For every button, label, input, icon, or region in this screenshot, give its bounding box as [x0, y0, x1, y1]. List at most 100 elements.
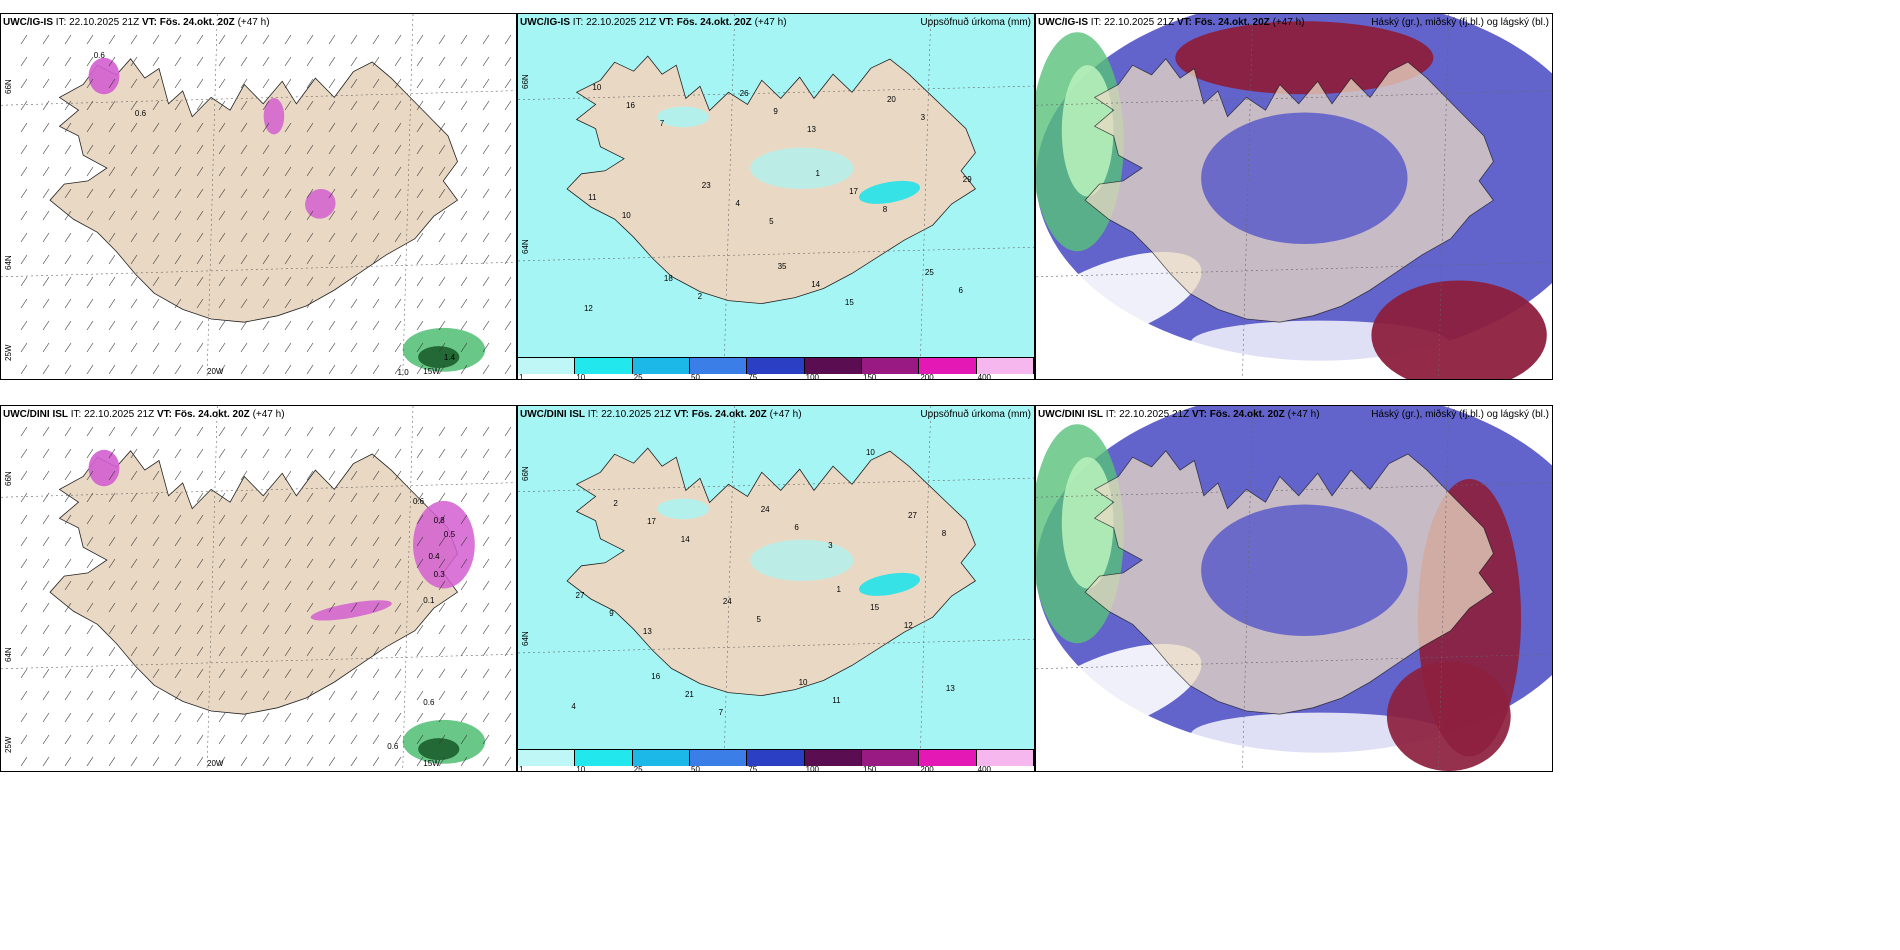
colorbar-tick: 1 [519, 373, 524, 380]
field-title: Uppsöfnuð úrkoma (mm) [920, 409, 1031, 420]
colorbar-tick: 10 [576, 765, 586, 772]
vt-label: VT: [658, 17, 674, 28]
value-label: 10 [621, 211, 631, 221]
value-label: 4 [735, 199, 740, 209]
colorbar-tick: 50 [691, 765, 700, 772]
value-label: 6 [794, 522, 799, 532]
lead-time: (+47 h) [237, 17, 270, 28]
value-label: 5 [756, 615, 761, 625]
colorbar: 1 10 25 50 75 100 150 200 400 [518, 357, 1034, 379]
colorbar-segment [747, 358, 805, 374]
value-label: 1.4 [443, 353, 456, 363]
value-label: 1 [836, 585, 841, 595]
latitude-label: 66N [4, 79, 13, 95]
value-label: 26 [739, 88, 749, 98]
longitude-label: 15W [423, 367, 440, 376]
colorbar-tick: 400 [977, 373, 992, 380]
it-label: IT: [1090, 17, 1102, 28]
value-label: 17 [849, 187, 859, 197]
model-name: UWC/IG-IS [520, 17, 570, 28]
value-label: 0.8 [433, 515, 445, 525]
vt-label: VT: [141, 17, 157, 28]
value-label: 8 [941, 528, 947, 538]
value-label: 20 [886, 94, 896, 104]
latitude-label: 66N [521, 466, 530, 482]
map-canvas [518, 14, 1034, 357]
vt-label: VT: [673, 409, 689, 420]
colorbar-tick: 150 [863, 765, 877, 772]
field-title: Háský (gr.), miðský (fj.bl.) og lágský (… [1371, 17, 1549, 28]
latitude-label: 64N [4, 646, 13, 662]
map-canvas [1036, 406, 1552, 771]
value-label: 11 [588, 193, 597, 203]
valid-time: Fös. 24.okt. 20Z [691, 409, 767, 420]
it-label: IT: [572, 17, 584, 28]
value-label: 0.6 [423, 698, 435, 707]
colorbar-tick: 75 [748, 373, 758, 380]
latitude-label: 25W [4, 344, 13, 361]
value-label: 13 [945, 683, 955, 693]
latitude-label: 64N [521, 239, 530, 255]
colorbar-tick: 150 [863, 373, 877, 380]
value-label: 27 [908, 510, 917, 520]
value-label: 5 [769, 217, 774, 227]
value-label: 18 [663, 273, 673, 283]
map-canvas [1, 14, 516, 379]
map-canvas [1036, 14, 1552, 379]
value-label: 12 [903, 621, 913, 631]
value-label: 1.0 [397, 368, 409, 378]
map-canvas [518, 406, 1034, 749]
valid-time: Fös. 24.okt. 20Z [159, 17, 235, 28]
model-name: UWC/IG-IS [1038, 17, 1088, 28]
colorbar-segment [575, 750, 633, 766]
value-label: 0.3 [433, 570, 445, 580]
value-label: 15 [870, 603, 880, 613]
colorbar-tick: 400 [977, 765, 992, 772]
init-time: 22.10.2025 21Z [586, 17, 657, 28]
it-label: IT: [1105, 409, 1117, 420]
vt-label: VT: [156, 409, 172, 420]
value-label: 27 [575, 591, 585, 601]
colorbar-tick: 75 [748, 765, 758, 772]
colorbar-segment [690, 358, 748, 374]
colorbar-segment [976, 358, 1034, 374]
value-label: 17 [647, 516, 656, 526]
valid-time: Fös. 24.okt. 20Z [174, 409, 250, 420]
value-label: 24 [722, 597, 732, 607]
value-label: 35 [777, 262, 787, 272]
value-label: 3 [828, 540, 833, 550]
valid-time: Fös. 24.okt. 20Z [1194, 17, 1270, 28]
colorbar-segment [632, 750, 690, 766]
lead-time: (+47 h) [754, 17, 787, 28]
colorbar-segment [919, 750, 977, 766]
valid-time: Fös. 24.okt. 20Z [676, 17, 752, 28]
colorbar-segment [632, 358, 690, 374]
colorbar-tick: 100 [805, 765, 820, 772]
value-label: 9 [609, 609, 614, 619]
longitude-label: 20W [207, 367, 224, 376]
it-label: IT: [55, 17, 67, 28]
init-time: 22.10.2025 21Z [84, 409, 155, 420]
model-name: UWC/IG-IS [3, 17, 53, 28]
value-label: 8 [882, 205, 888, 215]
value-label: 9 [773, 106, 778, 116]
value-label: 6 [958, 285, 963, 295]
map-canvas [1, 406, 516, 771]
longitude-label: 15W [423, 759, 440, 768]
value-label: 2 [697, 291, 703, 301]
lead-time: (+47 h) [1287, 409, 1320, 420]
vt-label: VT: [1191, 409, 1207, 420]
init-time: 22.10.2025 21Z [601, 409, 672, 420]
value-label: 0.6 [413, 497, 425, 507]
panel-ig-cloud: UWC/IG-IS IT: 22.10.2025 21Z VT: Fös. 24… [1035, 13, 1553, 380]
colorbar-segment [976, 750, 1034, 766]
panel-header: UWC/IG-IS IT: 22.10.2025 21Z VT: Fös. 24… [3, 17, 270, 28]
colorbar-segment [862, 358, 920, 374]
panel-header: UWC/DINI ISL IT: 22.10.2025 21Z VT: Fös.… [3, 409, 285, 420]
latitude-label: 64N [4, 254, 13, 270]
model-name: UWC/DINI ISL [520, 409, 585, 420]
init-time: 22.10.2025 21Z [1119, 409, 1190, 420]
panel-ig-wind: UWC/IG-IS IT: 22.10.2025 21Z VT: Fös. 24… [0, 13, 517, 380]
value-label: 21 [684, 689, 694, 699]
vt-label: VT: [1176, 17, 1192, 28]
